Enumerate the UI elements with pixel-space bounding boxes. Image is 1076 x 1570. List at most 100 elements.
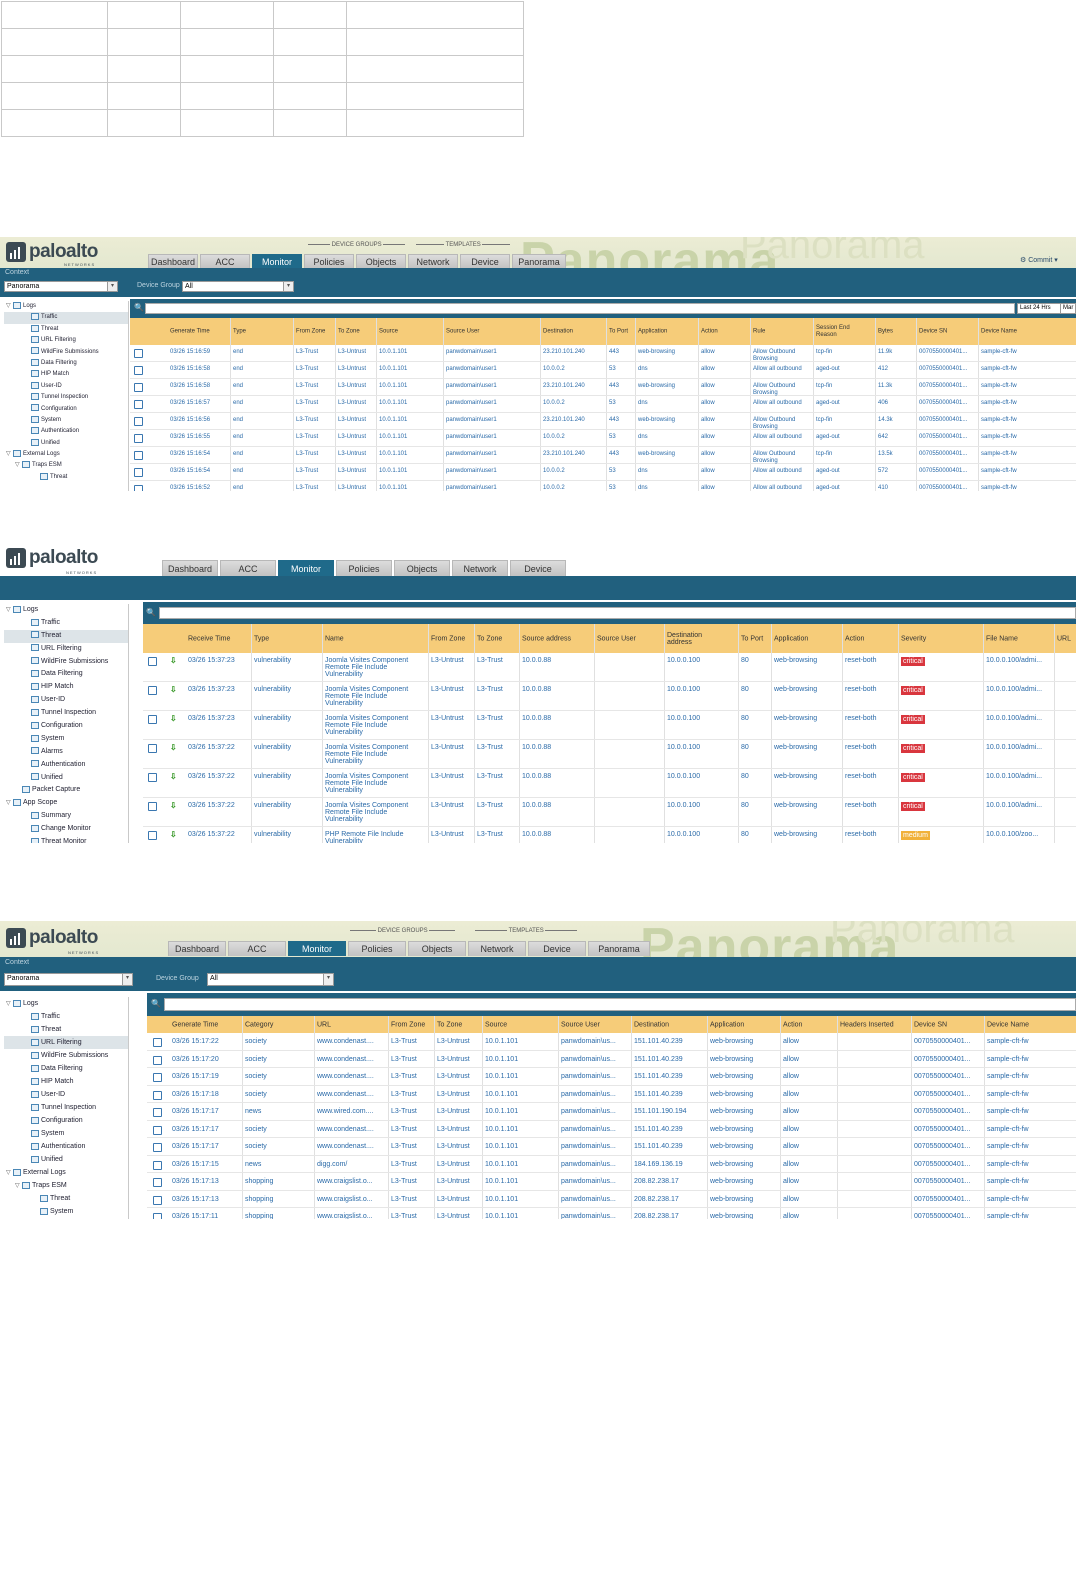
column-header[interactable]: Device Name (987, 1021, 1030, 1028)
toggle-icon[interactable]: ▽ (15, 462, 20, 469)
log-detail-icon[interactable] (148, 744, 157, 753)
tree-item-app-scope[interactable]: ▽ App Scope (4, 797, 128, 810)
log-detail-icon[interactable] (148, 773, 157, 782)
log-detail-icon[interactable] (153, 1195, 162, 1205)
column-header[interactable]: Receive Time (188, 635, 231, 642)
tab-dashboard[interactable]: Dashboard (148, 254, 198, 268)
column-header[interactable]: Destination (634, 1021, 670, 1028)
download-icon[interactable]: ⇩ (170, 743, 177, 752)
log-detail-icon[interactable] (153, 1160, 162, 1170)
tab-network[interactable]: Network (452, 560, 508, 576)
tree-item-wildfire-submissions[interactable]: WildFire Submissions (4, 347, 128, 358)
search-icon[interactable]: 🔍 (151, 999, 161, 1008)
tree-item-unified[interactable]: Unified (4, 1153, 128, 1166)
table-row[interactable]: 03/26 15:17:17 news www.wired.com.... L3-Tr… (147, 1103, 1076, 1121)
column-header[interactable]: Type (233, 328, 247, 334)
table-row[interactable]: 03/26 15:17:20 society www.condenast.... L3… (147, 1051, 1076, 1068)
download-icon[interactable]: ⇩ (170, 801, 177, 810)
commit-button[interactable]: ⚙ Commit ▾ (1020, 257, 1058, 264)
column-header[interactable]: Source User (597, 635, 636, 642)
column-header[interactable]: Source address (522, 635, 572, 642)
table-row[interactable]: ⇩ 03/26 15:37:23 vulnerability Joomla Visit… (143, 711, 1076, 740)
tab-device[interactable]: Device (528, 941, 586, 956)
column-header[interactable]: To Zone (437, 1021, 463, 1028)
column-header[interactable]: To Zone (338, 328, 360, 334)
tree-item-traps-esm[interactable]: ▽ Traps ESM (4, 460, 128, 471)
column-header[interactable]: Application (638, 328, 668, 334)
tree-item-data-filtering[interactable]: Data Filtering (4, 668, 128, 681)
tab-policies[interactable]: Policies (348, 941, 406, 956)
column-header[interactable]: Destination (543, 328, 574, 334)
column-header[interactable]: From Zone (391, 1021, 426, 1028)
column-header[interactable]: To Zone (477, 635, 503, 642)
tree-item-url-filtering[interactable]: URL Filtering (4, 1036, 128, 1049)
column-header[interactable]: Generate Time (170, 328, 210, 334)
tab-policies[interactable]: Policies (336, 560, 392, 576)
column-header[interactable]: Bytes (878, 328, 894, 334)
toggle-icon[interactable]: ▽ (15, 1183, 20, 1189)
log-detail-icon[interactable] (134, 468, 143, 477)
column-header[interactable]: To Port (609, 328, 629, 334)
log-detail-icon[interactable] (148, 831, 157, 840)
table-row[interactable]: 03/26 15:17:19 society www.condenast.... L3… (147, 1068, 1076, 1086)
column-header[interactable]: Source User (561, 1021, 600, 1028)
column-header[interactable]: Device Name (981, 328, 1018, 334)
tab-objects[interactable]: Objects (356, 254, 406, 268)
column-header[interactable]: Action (701, 328, 718, 334)
tree-item-threat[interactable]: Threat (4, 629, 128, 643)
filter-input[interactable] (164, 998, 1076, 1011)
tree-item-system[interactable]: System (4, 1127, 128, 1140)
tree-item-tunnel-inspection[interactable]: Tunnel Inspection (4, 707, 128, 720)
tree-item-wildfire-submissions[interactable]: WildFire Submissions (4, 1049, 128, 1062)
table-row[interactable]: 03/26 15:16:58 end L3-Trust L3-Untrust 10.0.… (130, 362, 1076, 379)
table-row[interactable]: 03/26 15:17:13 shopping www.craigslist.o..… (147, 1173, 1076, 1191)
table-row[interactable]: 03/26 15:16:59 end L3-Trust L3-Untrust 10.0.… (130, 345, 1076, 362)
column-header[interactable]: From Zone (296, 328, 326, 334)
tree-item-system[interactable]: System (4, 415, 128, 426)
tab-acc[interactable]: ACC (200, 254, 250, 268)
tab-dashboard[interactable]: Dashboard (162, 560, 218, 576)
download-icon[interactable]: ⇩ (170, 714, 177, 723)
log-detail-icon[interactable] (134, 366, 143, 375)
search-icon[interactable]: 🔍 (146, 608, 156, 617)
device-group-select[interactable]: All ▾ (207, 973, 334, 986)
download-icon[interactable]: ⇩ (170, 656, 177, 665)
tree-item-user-id[interactable]: User-ID (4, 1088, 128, 1101)
download-icon[interactable]: ⇩ (170, 830, 177, 839)
table-row[interactable]: 03/26 15:16:54 end L3-Trust L3-Untrust 10.0.… (130, 464, 1076, 481)
column-header[interactable]: Type (254, 635, 270, 642)
toggle-icon[interactable]: ▽ (6, 451, 11, 458)
tab-monitor[interactable]: Monitor (288, 941, 346, 956)
table-row[interactable]: 03/26 15:16:58 end L3-Trust L3-Untrust 10.0.… (130, 379, 1076, 396)
tree-item-configuration[interactable]: Configuration (4, 404, 128, 415)
tree-item-threat[interactable]: Threat (4, 472, 128, 483)
toggle-icon[interactable]: ▽ (6, 303, 11, 309)
tree-item-tunnel-inspection[interactable]: Tunnel Inspection (4, 1101, 128, 1114)
log-detail-icon[interactable] (153, 1213, 162, 1219)
tree-item-hip-match[interactable]: HIP Match (4, 369, 128, 380)
log-detail-icon[interactable] (153, 1178, 162, 1187)
log-detail-icon[interactable] (153, 1073, 162, 1082)
table-row[interactable]: 03/26 15:17:18 society www.condenast.... L3… (147, 1086, 1076, 1103)
tree-item-logs[interactable]: ▽ Logs (4, 604, 128, 617)
column-header[interactable]: URL (317, 1021, 332, 1028)
table-row[interactable]: ⇩ 03/26 15:37:22 vulnerability PHP Remote F… (143, 827, 1076, 843)
tab-panorama[interactable]: Panorama (588, 941, 650, 956)
column-header[interactable]: Application (710, 1021, 745, 1028)
filter-input[interactable] (159, 607, 1076, 619)
tree-item-hip-match[interactable]: HIP Match (4, 681, 128, 694)
log-detail-icon[interactable] (148, 715, 157, 724)
column-header[interactable]: Rule (753, 328, 766, 334)
filter-input[interactable] (145, 303, 1015, 314)
column-header[interactable]: Session End Reason (816, 324, 850, 338)
tab-objects[interactable]: Objects (408, 941, 466, 956)
table-row[interactable]: 03/26 15:17:11 shopping www.craigslist.o..… (147, 1208, 1076, 1219)
table-row[interactable]: 03/26 15:16:57 end L3-Trust L3-Untrust 10.0.… (130, 396, 1076, 413)
log-detail-icon[interactable] (153, 1143, 162, 1152)
column-header[interactable]: Category (245, 1021, 274, 1028)
table-row[interactable]: 03/26 15:17:22 society www.condenast.... L3… (147, 1033, 1076, 1051)
column-header[interactable]: File Name (986, 635, 1018, 642)
table-row[interactable]: ⇩ 03/26 15:37:22 vulnerability Joomla Visit… (143, 769, 1076, 798)
table-row[interactable]: 03/26 15:17:13 shopping www.craigslist.o..… (147, 1191, 1076, 1208)
device-group-select[interactable]: All ▾ (182, 281, 294, 292)
